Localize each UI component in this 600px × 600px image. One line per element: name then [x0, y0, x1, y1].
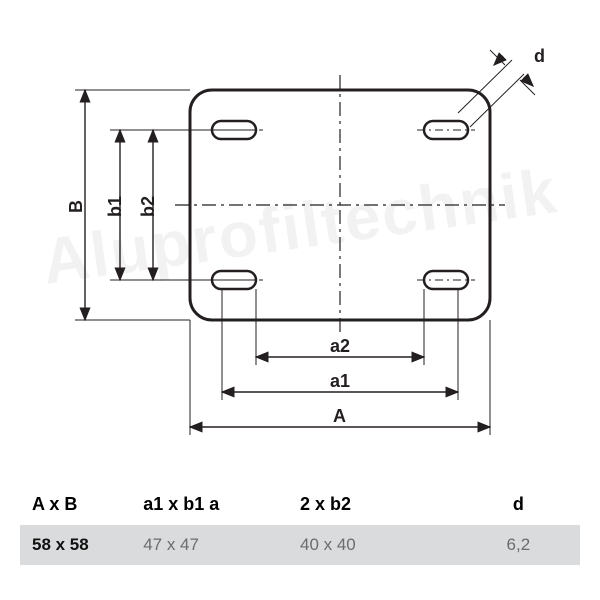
- diagram-area: Aluprofiltechnik: [0, 0, 600, 470]
- table-header: d: [457, 494, 580, 515]
- table-header: A x B: [20, 494, 143, 515]
- label-B: B: [66, 200, 87, 213]
- table-header-row: A x B a1 x b1 a 2 x b2 d: [20, 488, 580, 525]
- label-b2: b2: [138, 196, 159, 217]
- table-cell: 47 x 47: [143, 535, 300, 555]
- label-a1: a1: [330, 371, 350, 392]
- spec-table: A x B a1 x b1 a 2 x b2 d 58 x 58 47 x 47…: [20, 488, 580, 565]
- table-header: a1 x b1 a: [143, 494, 300, 515]
- label-a2: a2: [330, 336, 350, 357]
- diagram-svg: [0, 0, 600, 470]
- label-d: d: [534, 46, 545, 67]
- table-cell: 58 x 58: [20, 535, 143, 555]
- label-b1: b1: [105, 196, 126, 217]
- table-header: 2 x b2: [300, 494, 457, 515]
- table-row: 58 x 58 47 x 47 40 x 40 6,2: [20, 525, 580, 565]
- label-A: A: [333, 406, 346, 427]
- table-cell: 40 x 40: [300, 535, 457, 555]
- table-cell: 6,2: [457, 535, 580, 555]
